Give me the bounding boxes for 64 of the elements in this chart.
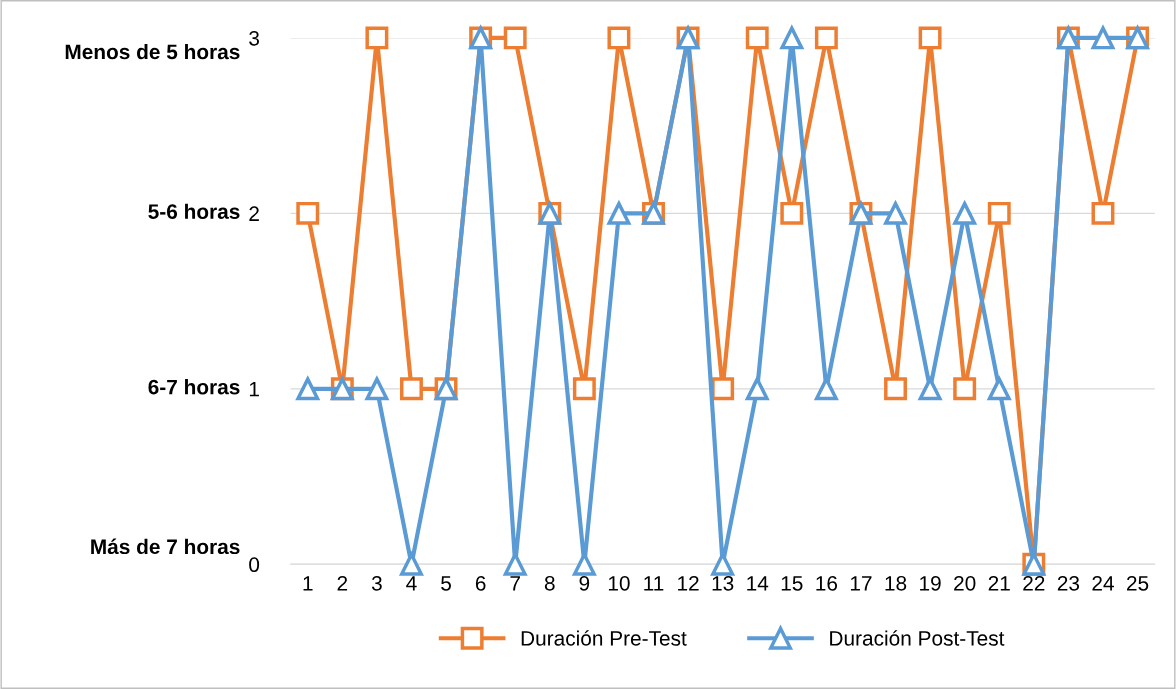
x-tick-label: 9 xyxy=(579,575,590,591)
x-tick-label: 22 xyxy=(1023,575,1045,591)
x-tick-label: 23 xyxy=(1057,575,1080,591)
x-tick-label: 24 xyxy=(1092,575,1114,591)
point xyxy=(987,377,1011,401)
x-tick-label: 20 xyxy=(954,575,976,591)
legend-label: Duración Pre-Test xyxy=(521,630,687,646)
x-tick-label: 7 xyxy=(510,576,520,591)
text: Más de 7 horas xyxy=(91,538,240,555)
point xyxy=(745,377,769,401)
point xyxy=(365,26,389,50)
point xyxy=(780,201,804,225)
point xyxy=(814,377,838,401)
x-tick-label: 14 xyxy=(747,576,769,591)
point xyxy=(953,377,977,401)
x-tick-label: 3 xyxy=(371,575,382,591)
point xyxy=(296,201,320,225)
x-tick-label: 25 xyxy=(1127,575,1149,591)
x-tick-label: 17 xyxy=(850,576,872,591)
x-tick-label: 1 xyxy=(303,576,313,591)
x-tick-label: 5 xyxy=(441,576,451,591)
point xyxy=(503,552,527,576)
point xyxy=(607,26,631,50)
point xyxy=(400,377,423,401)
point xyxy=(606,199,632,225)
x-tick-label: 11 xyxy=(644,576,664,591)
point xyxy=(953,201,977,225)
point xyxy=(296,377,320,401)
point xyxy=(918,377,942,401)
y-tick-label: 2 xyxy=(249,206,259,221)
point xyxy=(745,26,769,50)
x-tick-label: 15 xyxy=(781,576,803,591)
text: Menos de 5 horas xyxy=(65,43,240,60)
text: 6-7 horas xyxy=(148,379,240,395)
x-tick-label: 6 xyxy=(475,575,486,591)
point xyxy=(572,377,596,401)
x-tick-label: 18 xyxy=(885,575,907,591)
point xyxy=(400,552,423,576)
legend-label: Duración Post-Test xyxy=(830,630,1005,646)
text: 5-6 horas xyxy=(148,203,240,219)
point xyxy=(918,26,942,50)
point xyxy=(572,552,596,576)
point xyxy=(1091,201,1115,225)
point xyxy=(780,26,804,50)
point xyxy=(711,377,735,401)
point xyxy=(503,26,527,50)
x-tick-label: 16 xyxy=(816,575,838,591)
point xyxy=(1091,26,1115,50)
point xyxy=(365,377,389,401)
point xyxy=(814,26,838,50)
x-tick-label: 10 xyxy=(608,575,630,591)
x-tick-label: 13 xyxy=(712,575,734,591)
x-tick-label: 12 xyxy=(678,575,699,591)
x-tick-label: 8 xyxy=(544,575,555,591)
x-tick-label: 2 xyxy=(337,575,348,591)
x-tick-label: 21 xyxy=(988,575,1010,591)
y-tick-label: 3 xyxy=(249,30,259,46)
point xyxy=(884,377,907,401)
y-tick-label: 1 xyxy=(249,382,259,397)
x-tick-label: 19 xyxy=(920,575,941,591)
y-tick-label: 0 xyxy=(249,557,260,573)
point xyxy=(987,201,1011,225)
x-tick-label: 4 xyxy=(406,576,417,591)
point xyxy=(884,201,907,225)
